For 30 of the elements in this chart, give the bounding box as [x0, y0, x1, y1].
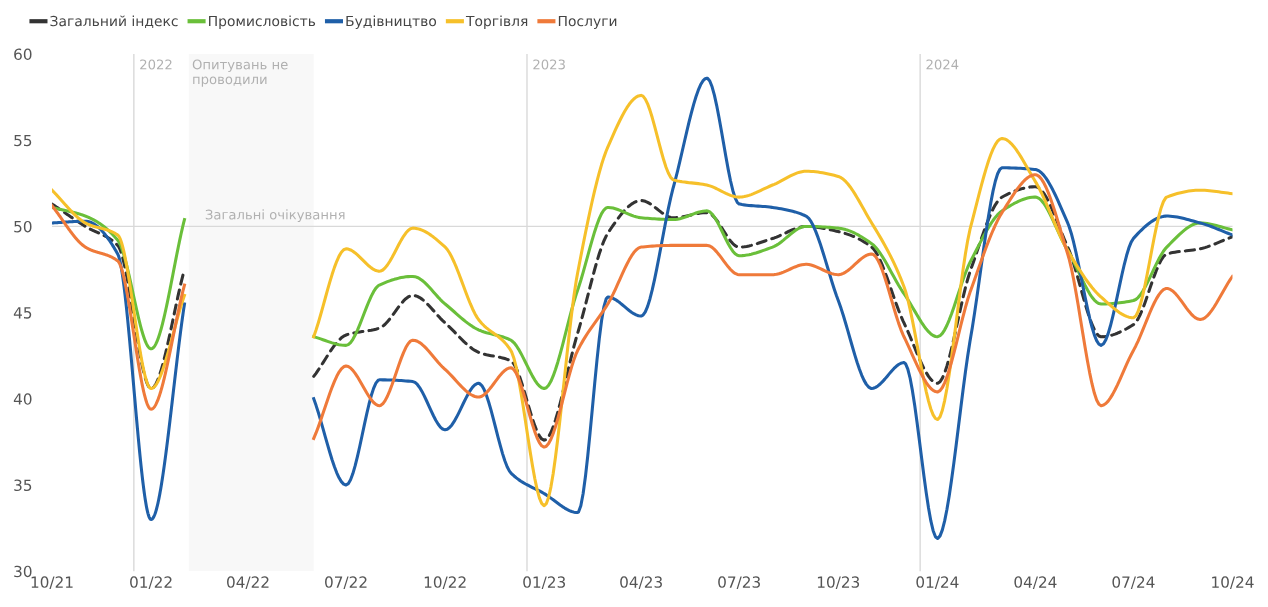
y-tick-label: 30 — [14, 565, 32, 578]
y-tick-label: 35 — [14, 479, 32, 492]
x-tick-label: 07/23 — [718, 576, 760, 590]
y-tick-label: 40 — [13, 393, 32, 405]
x-tick-label: 07/24 — [1112, 576, 1155, 590]
x-tick-label: 01/22 — [130, 576, 172, 590]
x-tick-label: 10/21 — [31, 576, 73, 590]
x-tick-label: 07/22 — [325, 576, 367, 590]
x-tick-label: 10/23 — [817, 576, 860, 590]
y-tick-label: 60 — [14, 48, 32, 61]
legend-label: Послуги — [558, 15, 617, 29]
ref-line-label: 2023 — [533, 59, 565, 70]
legend-label: Будівництво — [346, 15, 437, 29]
band-label: Опитувань не проводили — [192, 59, 288, 87]
legend-label: Торгівля — [465, 15, 528, 29]
x-tick-label: 04/22 — [227, 576, 269, 590]
legend-label: Промисловість — [209, 15, 316, 29]
x-tick-label: 10/24 — [1212, 576, 1254, 590]
x-tick-label: 04/24 — [1014, 576, 1057, 590]
ref-line-label: 2022 — [140, 59, 172, 70]
y-tick-label: 45 — [13, 307, 32, 319]
x-tick-label: 04/23 — [620, 576, 662, 590]
x-tick-label: 01/24 — [916, 576, 959, 590]
y-tick-label: 55 — [14, 134, 32, 147]
ref-line-label: Загальні очікування — [205, 209, 345, 223]
x-tick-label: 01/23 — [523, 576, 566, 590]
x-tick-label: 10/22 — [424, 576, 466, 590]
legend-label: Загальний індекс — [50, 15, 178, 29]
y-tick-label: 50 — [14, 220, 32, 233]
ref-line-label: 2024 — [926, 59, 959, 70]
